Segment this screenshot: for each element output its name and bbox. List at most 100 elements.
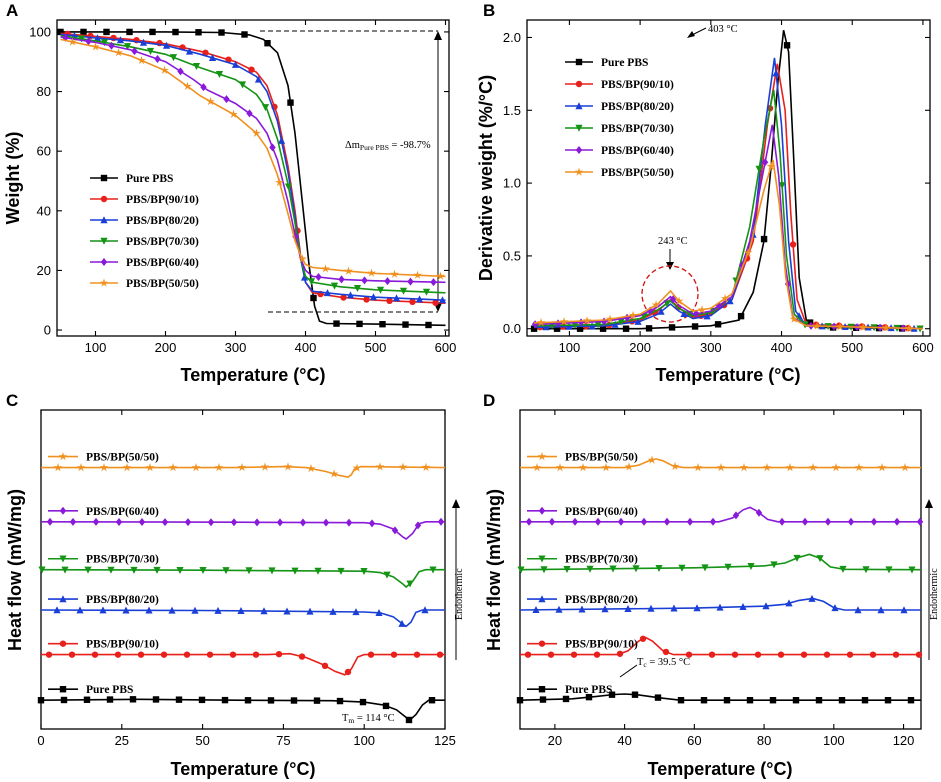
panel-c-marker-pbs-bp-80-20 bbox=[214, 606, 222, 614]
panel-c-marker-pbs-bp-90-10 bbox=[390, 651, 398, 658]
panel-a-marker-pbs-bp-50-50 bbox=[252, 128, 261, 137]
panel-a-series-pbs-bp-80-20 bbox=[60, 31, 447, 304]
panel-b-marker-pbs-bp-80-20 bbox=[726, 297, 734, 305]
panel-d-marker-pure-pbs bbox=[654, 694, 662, 701]
panel-d-endothermic-label: Endothermic bbox=[929, 568, 940, 620]
panel-c-marker-pbs-bp-80-20 bbox=[260, 607, 268, 615]
panel-d-marker-pure-pbs bbox=[516, 697, 524, 704]
panel-b-frame bbox=[526, 19, 931, 337]
panel-b-marker-pbs-bp-50-50 bbox=[904, 323, 914, 333]
panel-c-legend-marker bbox=[59, 640, 67, 647]
panel-c-legend-label: PBS/BP(50/50) bbox=[86, 452, 159, 464]
panel-d-legend-marker bbox=[538, 686, 546, 693]
panel-d-marker-pbs-bp-70-30 bbox=[862, 566, 870, 574]
panel-d-marker-pbs-bp-80-20 bbox=[831, 604, 839, 612]
panel-b-marker-pure-pbs bbox=[599, 325, 607, 332]
panel-c-legend-marker bbox=[58, 451, 68, 461]
panel-c-marker-pbs-bp-90-10 bbox=[252, 651, 260, 658]
panel-a-marker-pbs-bp-70-30 bbox=[330, 282, 339, 290]
panel-c-legend-item-pbs-bp-60-40: PBS/BP(60/40) bbox=[48, 506, 159, 518]
panel-a-marker-pbs-bp-70-30 bbox=[261, 104, 270, 112]
panel-a-marker-pbs-bp-70-30 bbox=[422, 288, 431, 296]
panel-d-marker-pure-pbs bbox=[631, 691, 639, 698]
panel-c-legend-marker bbox=[59, 555, 67, 563]
panel-c-marker-pbs-bp-60-40 bbox=[322, 518, 330, 527]
panel-d-legend-item-pbs-bp-50-50: PBS/BP(50/50) bbox=[527, 452, 638, 464]
panel-a-legend-label: PBS/BP(70/30) bbox=[126, 236, 199, 248]
panel-d-marker-pbs-bp-80-20 bbox=[578, 605, 586, 613]
panel-d-marker-pbs-bp-50-50 bbox=[693, 462, 703, 472]
panel-c-marker-pbs-bp-50-50 bbox=[191, 462, 201, 472]
panel-a-marker-pbs-bp-60-40 bbox=[246, 109, 253, 118]
panel-d-legend-item-pbs-bp-70-30: PBS/BP(70/30) bbox=[527, 554, 638, 566]
panel-letter-d: D bbox=[483, 391, 495, 410]
panel-a-legend-item-pbs-bp-50-50: PBS/BP(50/50) bbox=[90, 278, 199, 290]
panel-c-xtick-label: 0 bbox=[37, 733, 44, 748]
panel-c-marker-pbs-bp-70-30 bbox=[153, 566, 161, 574]
panel-b-series-pbs-bp-80-20 bbox=[534, 57, 923, 332]
panel-b-marker-pbs-bp-50-50 bbox=[559, 317, 569, 326]
panel-b-line-pbs-bp-90-10 bbox=[534, 63, 923, 330]
panel-d-marker-pbs-bp-60-40 bbox=[617, 517, 625, 526]
panel-d-series-pbs-bp-80-20 bbox=[519, 594, 921, 614]
panel-c-marker-pbs-bp-60-40 bbox=[184, 518, 192, 527]
panel-c-marker-pbs-bp-90-10 bbox=[275, 650, 283, 658]
panel-a-marker-pure-pbs bbox=[241, 31, 248, 38]
panel-a-marker-pbs-bp-50-50 bbox=[229, 109, 238, 119]
panel-c-marker-pbs-bp-70-30 bbox=[314, 567, 322, 575]
panel-d-marker-pbs-bp-70-30 bbox=[747, 563, 755, 571]
panel-d-marker-pbs-bp-60-40 bbox=[755, 508, 763, 517]
panel-d-marker-pure-pbs bbox=[539, 696, 547, 703]
panel-a-marker-pbs-bp-70-30 bbox=[146, 47, 155, 55]
panel-a-series-pbs-bp-50-50 bbox=[60, 37, 446, 280]
panel-d-line-pbs-bp-80-20 bbox=[519, 597, 921, 611]
panel-a-marker-pbs-bp-60-40 bbox=[131, 47, 138, 56]
panel-a-delta-arrow-top bbox=[434, 31, 442, 40]
panel-a-marker-pbs-bp-80-20 bbox=[93, 34, 102, 42]
panel-b-marker-pbs-bp-80-20 bbox=[657, 307, 665, 315]
panel-d-marker-pbs-bp-70-30 bbox=[517, 566, 525, 574]
panel-c-marker-pbs-bp-50-50 bbox=[99, 462, 109, 472]
panel-a-marker-pbs-bp-70-30 bbox=[284, 183, 293, 191]
panel-c-marker-pbs-bp-50-50 bbox=[283, 462, 293, 471]
panel-a-marker-pbs-bp-80-20 bbox=[231, 60, 240, 68]
panel-c-marker-pbs-bp-70-30 bbox=[61, 566, 69, 574]
panel-c-marker-pbs-bp-90-10 bbox=[160, 651, 168, 658]
panel-a-marker-pbs-bp-70-30 bbox=[238, 81, 247, 89]
panel-c-marker-pbs-bp-90-10 bbox=[298, 653, 306, 660]
panel-a-xtick-label: 100 bbox=[85, 340, 107, 355]
panel-a-marker-pbs-bp-80-20 bbox=[323, 289, 332, 297]
panel-c-marker-pbs-bp-50-50 bbox=[214, 462, 224, 472]
panel-d-marker-pbs-bp-60-40 bbox=[663, 517, 671, 526]
panel-a-marker-pbs-bp-80-20 bbox=[162, 41, 171, 49]
panel-b-marker-pbs-bp-50-50 bbox=[743, 248, 753, 257]
panel-c-marker-pbs-bp-90-10 bbox=[91, 651, 99, 658]
panel-b-marker-pbs-bp-70-30 bbox=[778, 182, 786, 190]
panel-d-marker-pbs-bp-50-50 bbox=[624, 462, 634, 471]
panel-b-marker-pbs-bp-60-40 bbox=[761, 158, 769, 167]
panel-a-legend-label: PBS/BP(80/20) bbox=[126, 215, 199, 227]
panel-a-marker-pbs-bp-50-50 bbox=[321, 264, 330, 273]
panel-a-marker-pbs-bp-50-50 bbox=[183, 81, 192, 91]
panel-c-marker-pure-pbs bbox=[175, 696, 183, 703]
panel-c-marker-pbs-bp-60-40 bbox=[115, 517, 123, 526]
panel-d-legend-marker bbox=[538, 555, 546, 563]
panel-c-marker-pbs-bp-80-20 bbox=[122, 606, 130, 614]
panel-c-marker-pure-pbs bbox=[290, 697, 298, 704]
panel-b-marker-pure-pbs bbox=[737, 312, 745, 320]
panel-b-marker-pbs-bp-60-40 bbox=[669, 295, 677, 304]
panel-c-line-pbs-bp-90-10 bbox=[41, 652, 445, 676]
panel-a-marker-pbs-bp-80-20 bbox=[185, 47, 194, 55]
panel-a-marker-pbs-bp-50-50 bbox=[206, 96, 215, 106]
panel-d-marker-pbs-bp-70-30 bbox=[609, 565, 617, 573]
panel-a-marker-pbs-bp-50-50 bbox=[390, 269, 399, 278]
panel-d-marker-pbs-bp-90-10 bbox=[616, 650, 624, 657]
panel-a-legend-item-pbs-bp-70-30: PBS/BP(70/30) bbox=[90, 236, 199, 248]
panel-c-marker-pbs-bp-80-20 bbox=[398, 619, 406, 627]
panel-c-marker-pbs-bp-90-10 bbox=[436, 651, 444, 658]
panel-d-legend-marker bbox=[537, 451, 547, 461]
panel-b-legend-item-pbs-bp-70-30: PBS/BP(70/30) bbox=[565, 123, 674, 135]
panel-a-ytick-label: 100 bbox=[29, 24, 51, 39]
panel-d-marker-pbs-bp-80-20 bbox=[900, 606, 908, 614]
panel-d-marker-pbs-bp-80-20 bbox=[555, 605, 563, 613]
